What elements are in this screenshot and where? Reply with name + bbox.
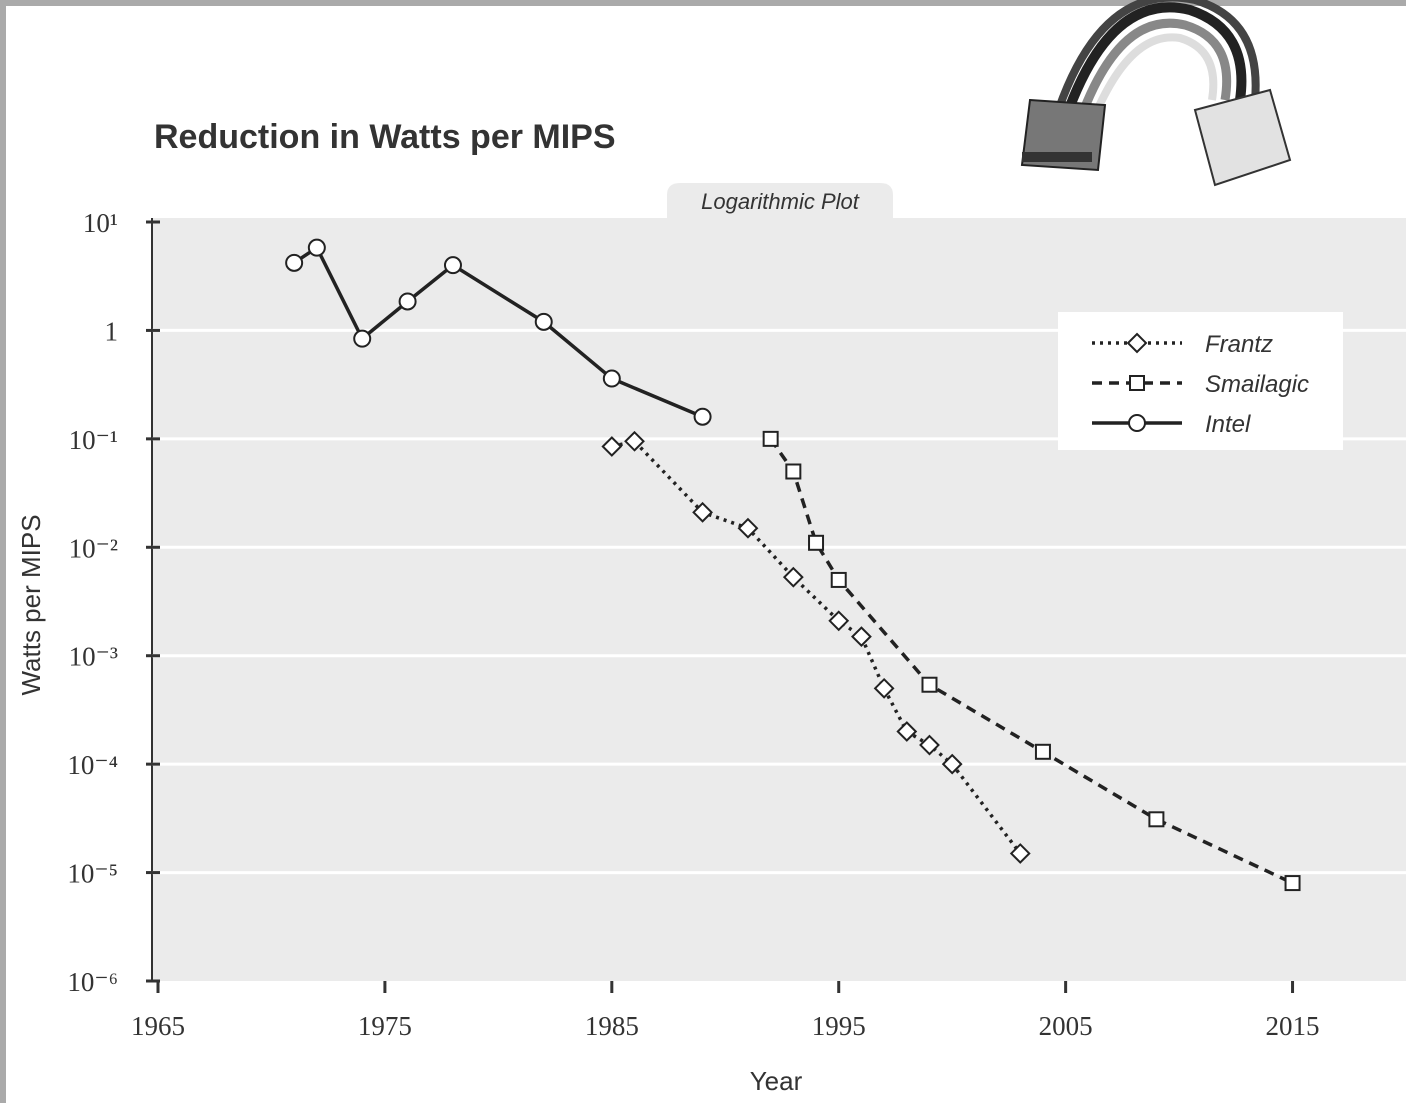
marker [782,566,804,588]
marker [941,753,963,775]
legend-label: Smailagic [1205,371,1309,398]
legend-label: Frantz [1205,331,1273,358]
annotation: Logarithmic Plot [701,189,860,214]
marker [1148,811,1165,828]
cable-illustration [1020,0,1292,187]
x-axis-label: Year [750,1066,803,1096]
marker [1034,743,1051,760]
marker [830,571,847,588]
marker [307,238,326,257]
marker [921,676,938,693]
marker [285,253,304,272]
y-tick-label: 10⁻⁶ [67,967,118,997]
marker [692,501,713,523]
series-line [293,245,704,419]
y-tick-label: 10⁻⁴ [67,750,118,780]
marker [785,463,802,480]
marker [443,256,462,275]
marker [896,721,918,742]
x-tick-label: 1985 [585,1011,639,1041]
marker [808,534,825,551]
x-tick-label: 1965 [131,1011,185,1041]
legend-marker [1128,414,1146,432]
marker [1009,843,1031,864]
legend-marker [1129,375,1145,391]
annotation-tab [667,183,893,220]
marker [534,312,553,331]
x-tick-label: 1975 [358,1011,412,1041]
x-tick-label: 2005 [1039,1011,1093,1041]
y-tick-label: 10⁻¹ [69,425,118,455]
series-line [611,439,1022,855]
marker [602,369,621,388]
legend-box [1058,312,1343,450]
y-tick-label: 10¹ [83,208,118,238]
chart-title: Reduction in Watts per MIPS [154,118,616,156]
marker [1284,875,1301,892]
y-tick-label: 10⁻³ [69,642,118,672]
legend: Frantz Smailagic Intel [1058,312,1343,450]
marker [828,610,850,632]
marker [693,407,712,426]
marker [762,430,779,447]
y-tick-label: 10⁻² [69,533,118,563]
marker [353,329,372,348]
legend-marker [1126,332,1148,354]
marker [873,677,895,699]
series-line [769,437,1294,885]
marker [851,626,872,648]
marker [398,292,417,311]
marker [737,517,759,539]
marker [919,734,940,756]
legend-label: Intel [1205,411,1251,438]
y-axis-label: Watts per MIPS [16,514,46,695]
x-tick-label: 2015 [1266,1011,1320,1041]
y-tick-label: 1 [105,316,119,346]
y-tick-label: 10⁻⁵ [67,859,118,889]
marker [624,430,645,452]
x-tick-label: 1995 [812,1011,866,1041]
marker [601,436,623,457]
